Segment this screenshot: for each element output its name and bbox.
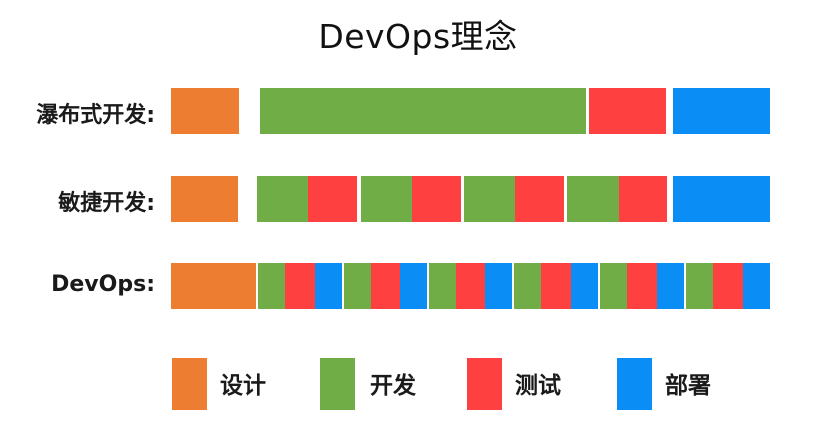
legend-label-test: 测试 [515,373,561,399]
legend-swatch-test [467,358,502,410]
legend-swatch-develop [320,358,355,410]
segment-test [619,176,667,222]
segment-deploy [571,263,598,309]
segment-test [308,176,357,222]
segment-test [371,263,400,309]
segment-develop [258,263,285,309]
segment-develop [344,263,371,309]
segment-design [171,176,238,222]
segment-deploy [673,88,770,134]
segment-develop [429,263,456,309]
row-label-devops: DevOps: [51,272,155,297]
row-label-waterfall: 瀑布式开发: [36,103,155,128]
legend-label-develop: 开发 [370,373,416,399]
segment-test [412,176,461,222]
segment-design [171,88,239,134]
segment-test [541,263,571,309]
segment-develop [600,263,627,309]
segment-design [171,263,256,309]
segment-develop [257,176,308,222]
legend-swatch-design [172,358,207,410]
segment-test [285,263,315,309]
segment-test [515,176,564,222]
segment-deploy [657,263,684,309]
diagram-title: DevOps理念 [318,17,518,56]
row-label-agile: 敏捷开发: [58,191,155,216]
legend-label-design: 设计 [220,373,266,399]
segment-deploy [400,263,427,309]
segment-deploy [673,176,770,222]
segment-deploy [485,263,512,309]
segment-deploy [743,263,770,309]
legend-swatch-deploy [617,358,652,410]
segment-develop [361,176,412,222]
segment-test [456,263,485,309]
segment-deploy [315,263,342,309]
segment-develop [686,263,713,309]
segment-test [589,88,666,134]
segment-develop [567,176,619,222]
legend-label-deploy: 部署 [665,373,711,399]
segment-develop [260,88,586,134]
segment-test [627,263,657,309]
segment-develop [514,263,541,309]
segment-develop [464,176,515,222]
segment-test [713,263,743,309]
